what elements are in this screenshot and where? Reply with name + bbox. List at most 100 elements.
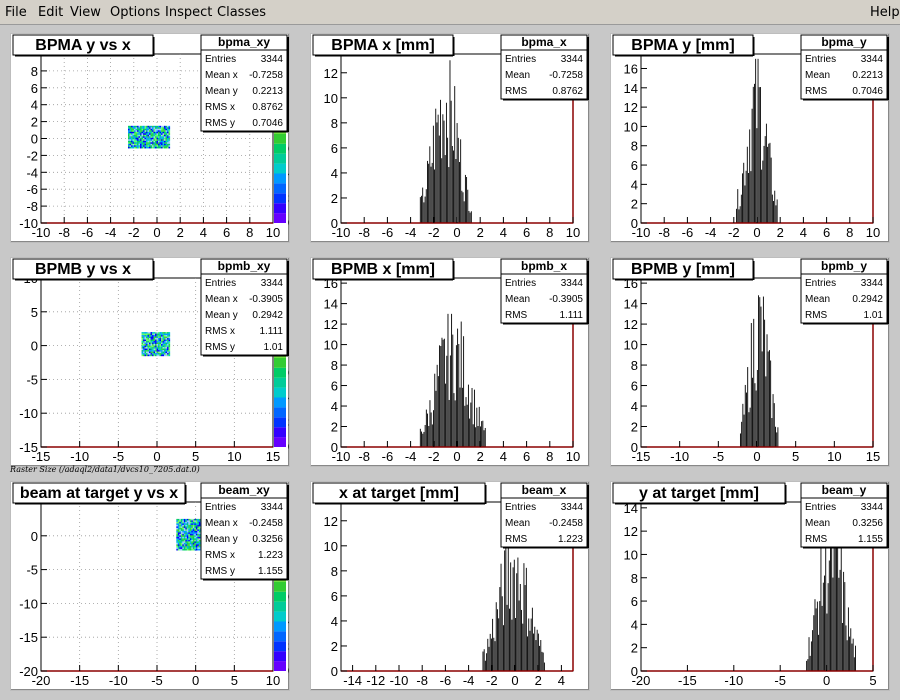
scatter-cell	[168, 139, 171, 141]
scatter-cell	[155, 333, 157, 336]
x-tick-label: -15	[632, 449, 651, 464]
scatter-cell	[185, 521, 187, 524]
scatter-cell	[153, 142, 156, 144]
pad-bpma_y[interactable]: -10 -8 -6 -4 -2 0 2 4 6 8 10 0 2 4 6 8 10 12 14 16 BPMA y [m…	[610, 33, 890, 243]
histogram-bin	[838, 577, 840, 671]
scatter-cell	[135, 145, 138, 147]
scatter-cell	[158, 130, 160, 132]
scatter-cell	[135, 125, 138, 128]
stats-label: RMS	[805, 310, 828, 321]
y-tick-label: 12	[624, 317, 638, 332]
scatter-cell	[197, 539, 199, 542]
histogram-bin	[487, 638, 489, 671]
scatter-cell	[161, 143, 163, 146]
scatter-cell	[155, 335, 157, 337]
scatter-cell	[164, 125, 166, 128]
scatter-cell	[150, 146, 153, 149]
x-tick-label: -4	[105, 225, 117, 240]
scatter-cell	[158, 351, 160, 354]
scatter-cell	[152, 125, 154, 128]
menu-inspect[interactable]: Inspect	[165, 5, 213, 20]
histogram-bin	[452, 334, 454, 447]
scatter-cell	[189, 536, 192, 539]
histogram-bin	[849, 636, 851, 671]
scatter-cell	[146, 350, 148, 352]
scatter-cell	[188, 536, 190, 539]
x-tick-label: 6	[523, 225, 530, 240]
menu-help[interactable]: Help	[870, 5, 900, 20]
scatter-cell	[179, 547, 181, 549]
scatter-cell	[141, 347, 144, 349]
histogram-bin	[748, 172, 749, 223]
x-tick-label: 0	[823, 673, 830, 688]
histogram-bin	[775, 205, 777, 223]
scatter-cell	[162, 136, 165, 138]
histogram-bin	[425, 409, 427, 447]
scatter-cell	[155, 347, 157, 349]
scatter-cell	[138, 128, 141, 131]
scatter-cell	[188, 544, 190, 546]
histogram-bin	[533, 633, 535, 671]
scatter-cell	[188, 541, 190, 543]
scatter-cell	[158, 354, 160, 357]
histogram-bin	[806, 660, 808, 671]
scatter-cell	[137, 128, 139, 131]
scatter-cell	[189, 533, 192, 536]
scatter-cell	[194, 521, 196, 524]
histogram-bin	[519, 584, 521, 671]
scatter-cell	[185, 548, 187, 551]
pad-beam_y[interactable]: -20 -15 -10 -5 0 5 0 2 4 6 8 10 12 14 y at target [mm]…	[610, 481, 890, 691]
scatter-cell	[179, 523, 181, 525]
menu-file[interactable]: File	[5, 5, 27, 20]
scatter-cell	[177, 518, 180, 521]
histogram-bin	[748, 412, 750, 447]
scatter-cell	[197, 529, 199, 531]
pad-bpma_x[interactable]: -10 -8 -6 -4 -2 0 2 4 6 8 10 0 2 4 6 8 10 12 BPMA x [mm] bp…	[310, 33, 590, 243]
histogram-bin	[422, 433, 424, 447]
scatter-cell	[134, 143, 136, 146]
scatter-cell	[189, 530, 192, 533]
root-canvas[interactable]: 0246-10-8-6-4-20246810-10-8-6-4-202468BP…	[0, 25, 900, 700]
menu-classes[interactable]: Classes	[217, 5, 266, 20]
scatter-cell	[138, 145, 141, 147]
scatter-cell	[140, 128, 142, 131]
pad-beam_x[interactable]: -14 -12 -10 -8 -6 -4 -2 0 2 4 0 2 4 6 8 10 12 x at target…	[310, 481, 590, 691]
scatter-cell	[176, 524, 178, 527]
stats-histogram-name: bpma_y	[821, 35, 867, 49]
scatter-cell	[152, 338, 154, 340]
histogram-bin	[529, 630, 531, 671]
pad-bpma_xy[interactable]: 0246-10-8-6-4-20246810-10-8-6-4-202468BP…	[10, 33, 290, 243]
scatter-cell	[162, 145, 165, 147]
y-tick-label: 0	[631, 216, 638, 231]
scatter-cell	[152, 332, 154, 334]
scatter-cell	[183, 541, 186, 543]
scatter-cell	[129, 143, 132, 146]
histogram-bin	[530, 618, 532, 671]
x-tick-label: 0	[511, 673, 518, 688]
histogram-bin	[442, 339, 444, 447]
scatter-cell	[138, 133, 141, 135]
scatter-cell	[159, 145, 162, 147]
menu-view[interactable]: View	[70, 5, 101, 20]
scatter-cell	[135, 130, 138, 132]
scatter-cell	[198, 544, 201, 546]
scatter-cell	[132, 130, 135, 132]
pad-bpmb_x[interactable]: -10 -8 -6 -4 -2 0 2 4 6 8 10 0 2 4 6 8 10 12 14 16 BPMB x [m…	[310, 257, 590, 467]
scatter-cell	[176, 538, 178, 540]
menu-edit[interactable]: Edit	[38, 5, 64, 20]
scatter-cell	[144, 333, 147, 336]
menu-options[interactable]: Options	[110, 5, 161, 20]
scatter-cell	[141, 348, 144, 351]
scatter-cell	[189, 521, 192, 524]
scatter-cell	[192, 533, 195, 536]
scatter-cell	[198, 526, 201, 528]
scatter-cell	[186, 521, 189, 524]
scatter-cell	[164, 333, 166, 336]
scatter-cell	[197, 523, 199, 525]
scatter-cell	[168, 342, 171, 345]
histogram-bin	[809, 655, 811, 671]
pad-bpmb_y[interactable]: -15 -10 -5 0 5 10 15 0 2 4 6 8 10 12 14 16 BPMB y [mm] bp…	[610, 257, 890, 467]
x-tick-label: -6	[82, 225, 94, 240]
